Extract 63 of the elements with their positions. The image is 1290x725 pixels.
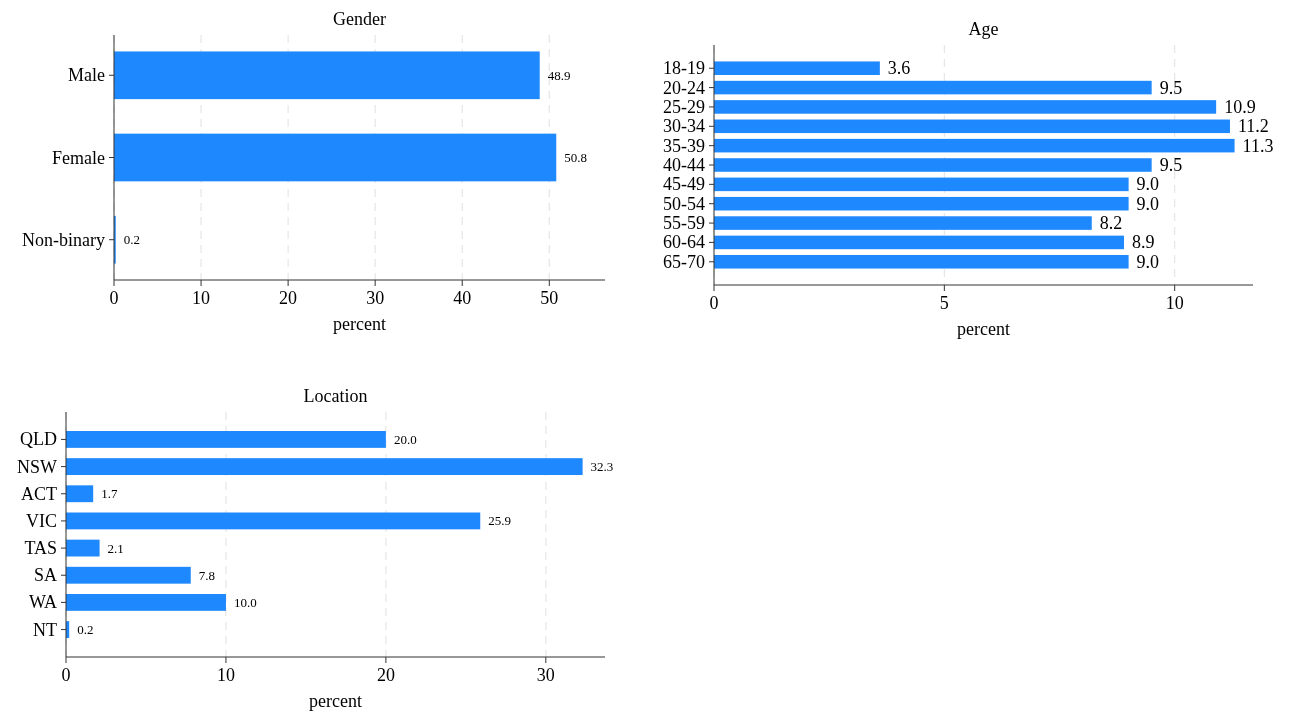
y-tick-label: 55-59 (663, 213, 705, 234)
x-axis-title: percent (957, 319, 1010, 339)
x-tick-label: 0 (709, 293, 719, 313)
data-label: 8.9 (1132, 232, 1155, 253)
y-tick-label: 25-29 (663, 96, 705, 117)
x-tick-label: 5 (939, 293, 949, 313)
data-label: 0.2 (123, 232, 140, 248)
data-label: 10.9 (1224, 96, 1256, 117)
data-label: 10.0 (233, 594, 257, 610)
data-label: 0.2 (77, 622, 94, 638)
x-tick-label: 10 (1165, 293, 1184, 313)
y-tick-label: SA (33, 565, 57, 586)
data-label: 50.8 (564, 150, 587, 165)
y-tick-label: 20-24 (663, 77, 705, 98)
y-tick-label: Male (68, 65, 106, 86)
x-tick-label: 40 (453, 288, 472, 308)
x-tick-label: 20 (279, 288, 298, 308)
y-tick-label: VIC (26, 510, 57, 531)
y-tick-label: 30-34 (663, 116, 705, 137)
y-tick-label: Non-binary (22, 229, 105, 250)
x-axis-title: percent (333, 314, 386, 334)
data-label: 25.9 (488, 513, 511, 529)
y-tick-label: 40-44 (663, 155, 705, 175)
x-tick-label: 50 (540, 288, 559, 308)
x-tick-label: 20 (376, 665, 395, 685)
y-tick-label: 35-39 (663, 135, 705, 156)
data-label: 9.5 (1159, 77, 1183, 98)
data-label: 11.3 (1242, 135, 1274, 156)
y-tick-label: Female (52, 147, 106, 168)
y-tick-label: 45-49 (663, 174, 705, 195)
data-label: 9.0 (1136, 174, 1160, 195)
data-label: 3.6 (887, 58, 911, 79)
x-tick-label: 30 (366, 288, 385, 308)
y-tick-label: 60-64 (663, 232, 705, 253)
y-tick-label: 50-54 (663, 193, 705, 214)
chart-title: Gender (333, 9, 386, 29)
y-tick-label: 65-70 (663, 251, 705, 272)
data-label: 8.2 (1099, 213, 1123, 234)
data-label: 32.3 (590, 459, 614, 475)
x-tick-label: 10 (192, 288, 211, 308)
x-tick-label: 10 (216, 665, 235, 685)
data-label: 20.0 (393, 431, 417, 447)
x-tick-label: 0 (109, 288, 119, 308)
y-tick-label: TAS (24, 538, 57, 559)
y-tick-label: NSW (17, 456, 58, 477)
y-tick-label: ACT (21, 483, 57, 504)
data-label: 1.7 (101, 486, 118, 502)
data-label: 9.0 (1136, 251, 1160, 272)
x-axis-title: percent (309, 691, 362, 711)
data-label: 7.8 (198, 567, 215, 583)
data-label: 2.1 (107, 540, 124, 556)
x-tick-label: 0 (61, 665, 71, 685)
data-label: 9.5 (1159, 155, 1183, 175)
x-tick-label: 30 (536, 665, 555, 685)
chart-title: Age (968, 19, 999, 39)
data-label: 9.0 (1136, 193, 1160, 214)
y-tick-label: WA (29, 592, 57, 613)
y-tick-label: QLD (20, 429, 57, 450)
data-label: 48.9 (547, 67, 571, 83)
y-tick-label: NT (33, 619, 57, 640)
data-label: 11.2 (1237, 116, 1269, 137)
y-tick-label: 18-19 (663, 58, 705, 79)
chart-title: Location (303, 386, 368, 406)
